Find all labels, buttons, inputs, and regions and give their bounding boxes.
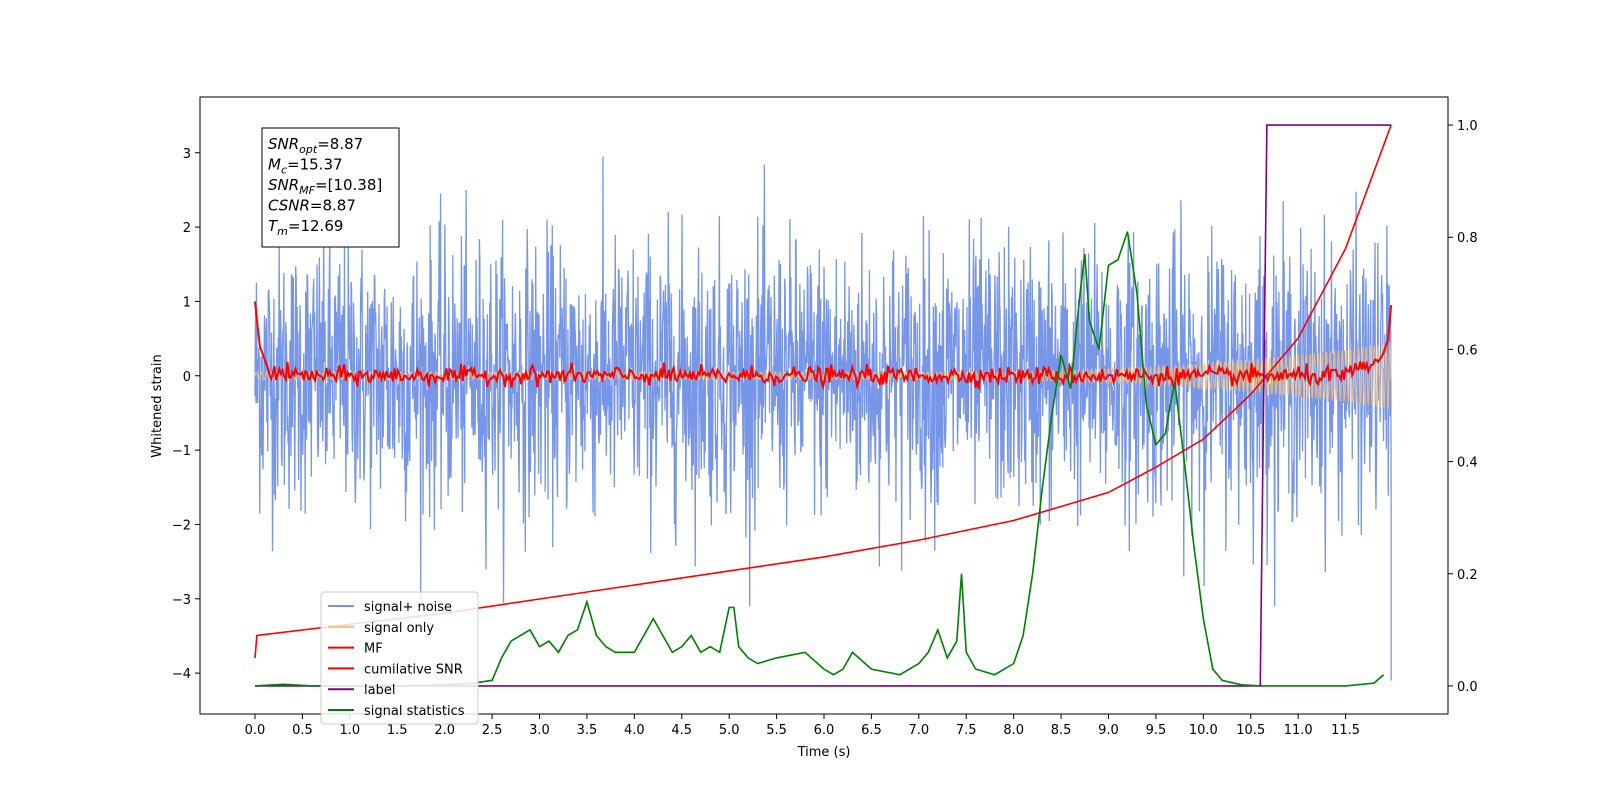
x-tick-label: 11.5 — [1331, 723, 1360, 738]
y2-tick-label: 0.8 — [1457, 231, 1478, 246]
legend-entry: signal+ noise — [364, 600, 452, 615]
y-tick-label: 0 — [183, 370, 191, 385]
legend-entry: MF — [364, 642, 383, 657]
x-tick-label: 2.0 — [434, 723, 455, 738]
y-tick-label: −3 — [172, 593, 191, 608]
y-tick-label: −4 — [172, 667, 191, 682]
x-tick-label: 8.5 — [1051, 723, 1072, 738]
x-tick-label: 3.5 — [577, 723, 598, 738]
stats-box: SNRopt=8.87Mc=15.37SNRMF=[10.38]CSNR=8.8… — [261, 127, 400, 248]
x-tick-label: 2.5 — [482, 723, 503, 738]
stats-line: CSNR=8.87 — [268, 197, 356, 215]
x-tick-label: 6.5 — [861, 723, 882, 738]
x-tick-label: 9.0 — [1098, 723, 1119, 738]
stats-line: SNRMF=[10.38] — [268, 176, 382, 197]
series-line-label — [255, 124, 1392, 687]
y2-tick-label: 0.0 — [1457, 680, 1478, 695]
y2-tick-label: 1.0 — [1457, 119, 1478, 134]
x-tick-label: 8.0 — [1003, 723, 1024, 738]
y-axis-label: Whitened strain — [150, 354, 165, 457]
y2-tick-label: 0.2 — [1457, 568, 1478, 583]
x-tick-label: 10.0 — [1189, 723, 1218, 738]
x-tick-label: 5.5 — [766, 723, 787, 738]
x-tick-label: 7.5 — [956, 723, 977, 738]
x-tick-label: 0.5 — [292, 723, 313, 738]
y2-tick-label: 0.4 — [1457, 456, 1478, 471]
series-line-signal-statistics — [254, 231, 1385, 687]
legend-entry: signal only — [364, 621, 434, 636]
x-tick-label: 4.0 — [624, 723, 645, 738]
x-tick-label: 5.0 — [719, 723, 740, 738]
x-tick-label: 4.5 — [671, 723, 692, 738]
stats-box-frame — [261, 127, 400, 248]
stats-line: Tm=12.69 — [268, 217, 343, 238]
x-tick-label: 1.5 — [387, 723, 408, 738]
y-tick-label: 3 — [183, 147, 191, 162]
x-tick-label: 9.5 — [1146, 723, 1167, 738]
x-tick-label: 11.0 — [1284, 723, 1313, 738]
y2-tick-label: 0.6 — [1457, 343, 1478, 358]
y-axis-ticks: −4 −3 −2 −1 0 1 2 3 — [172, 147, 200, 682]
legend-frame — [320, 591, 479, 725]
y-tick-label: 1 — [183, 295, 191, 310]
legend-entry: label — [364, 683, 395, 698]
y-tick-label: 2 — [183, 221, 191, 236]
y-tick-label: −2 — [172, 518, 191, 533]
x-tick-label: 10.5 — [1236, 723, 1265, 738]
x-axis-ticks: 0.0 0.5 1.0 1.5 2.0 2.5 3.0 3.5 4.0 4.5 5.0 5.5 6.0 6… — [245, 714, 1360, 738]
x-axis-label: Time (s) — [797, 745, 851, 760]
stats-line: SNRopt=8.87 — [268, 135, 363, 156]
y-tick-label: −1 — [172, 444, 191, 459]
legend-entry: cumilative SNR — [364, 662, 463, 677]
legend: signal+ noise signal only MF cumilative SNR… — [320, 591, 479, 725]
x-tick-label: 7.0 — [908, 723, 929, 738]
legend-entry: signal statistics — [364, 704, 465, 719]
y2-axis-ticks: 0.0 0.2 0.4 0.6 0.8 1.0 — [1448, 119, 1478, 695]
x-tick-label: 1.0 — [339, 723, 360, 738]
x-tick-label: 6.0 — [814, 723, 835, 738]
x-tick-label: 0.0 — [245, 723, 266, 738]
series-line-mf — [254, 301, 1393, 391]
stats-line: Mc=15.37 — [268, 156, 343, 177]
x-tick-label: 3.0 — [529, 723, 550, 738]
